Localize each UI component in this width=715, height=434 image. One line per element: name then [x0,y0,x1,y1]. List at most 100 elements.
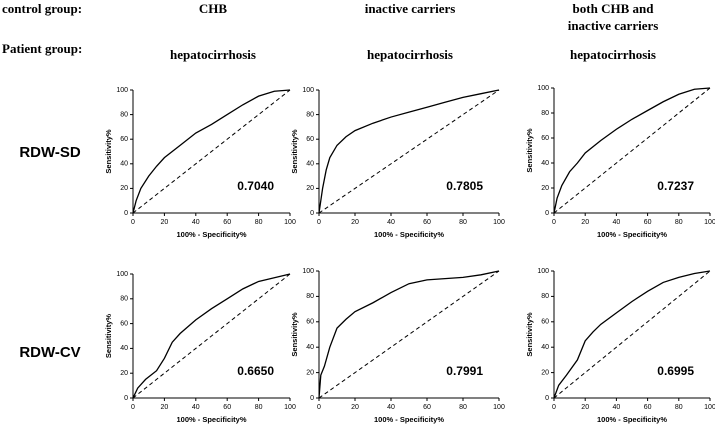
x-tick-label: 80 [675,404,683,411]
x-tick-label: 60 [423,404,431,411]
y-tick-label: 0 [545,210,549,217]
y-tick-label: 20 [541,369,549,376]
x-tick-label: 20 [161,219,169,226]
patient-group: hepatocirrhosis [170,47,256,62]
x-tick-label: 0 [552,219,556,226]
x-tick-label: 80 [255,404,263,411]
reference-line [318,270,500,399]
reference-line [132,89,291,214]
x-tick-label: 40 [192,219,200,226]
y-tick-label: 100 [537,85,549,92]
y-tick-label: 80 [541,110,549,117]
x-tick-label: 0 [131,404,135,411]
y-tick-label: 60 [306,136,314,143]
x-tick-label: 60 [223,219,231,226]
patient-label: Patient group: [2,41,82,56]
x-axis-label: 100% - Specificity% [176,230,246,239]
x-axis-label: 100% - Specificity% [176,415,246,424]
x-tick-label: 100 [493,219,505,226]
y-tick-label: 80 [306,111,314,118]
x-tick-label: 40 [387,404,395,411]
reference-line [132,273,291,399]
x-tick-label: 100 [284,404,296,411]
x-tick-label: 20 [351,219,359,226]
y-tick-label: 100 [116,87,128,94]
y-tick-label: 100 [537,268,549,275]
y-tick-label: 40 [541,344,549,351]
x-tick-label: 0 [317,219,321,226]
control-group: inactive carriers [568,18,659,33]
x-tick-label: 40 [192,404,200,411]
x-tick-label: 60 [223,404,231,411]
y-tick-label: 100 [302,87,314,94]
y-tick-label: 0 [124,210,128,217]
y-tick-label: 60 [306,319,314,326]
x-tick-label: 0 [552,404,556,411]
auc-value: 0.7991 [446,364,483,378]
y-tick-label: 0 [545,395,549,402]
x-axis-label: 100% - Specificity% [597,230,667,239]
x-tick-label: 100 [704,404,715,411]
y-axis-label: Sensitivity% [525,312,534,357]
y-tick-label: 80 [120,111,128,118]
x-tick-label: 60 [644,404,652,411]
x-tick-label: 100 [704,219,715,226]
auc-value: 0.6650 [237,364,274,378]
y-axis-label: Sensitivity% [290,129,299,174]
y-tick-label: 60 [120,320,128,327]
roc-curve [553,270,711,399]
x-tick-label: 0 [131,219,135,226]
y-tick-label: 60 [120,136,128,143]
y-tick-label: 60 [541,135,549,142]
y-tick-label: 0 [310,395,314,402]
auc-value: 0.7237 [657,179,694,193]
control-group: both CHB and [573,1,655,16]
roc-curve [132,89,291,214]
y-tick-label: 80 [541,293,549,300]
y-tick-label: 100 [302,268,314,275]
x-axis-label: 100% - Specificity% [374,415,444,424]
y-tick-label: 20 [541,185,549,192]
y-tick-label: 20 [120,185,128,192]
y-tick-label: 100 [116,271,128,278]
x-tick-label: 20 [581,219,589,226]
patient-group: hepatocirrhosis [570,47,656,62]
x-tick-label: 20 [351,404,359,411]
x-tick-label: 40 [387,219,395,226]
y-axis-label: Sensitivity% [104,314,113,359]
auc-value: 0.7805 [446,179,483,193]
y-tick-label: 20 [306,369,314,376]
roc-curve [132,273,291,399]
patient-group: hepatocirrhosis [367,47,453,62]
x-tick-label: 80 [255,219,263,226]
roc-curve [553,87,711,214]
roc-curve [318,89,500,214]
row-label: RDW-SD [19,144,81,161]
y-tick-label: 20 [120,370,128,377]
y-tick-label: 40 [120,345,128,352]
y-axis-label: Sensitivity% [104,129,113,174]
x-tick-label: 60 [423,219,431,226]
x-tick-label: 40 [613,404,621,411]
x-tick-label: 100 [284,219,296,226]
y-tick-label: 0 [310,210,314,217]
y-tick-label: 40 [541,160,549,167]
reference-line [318,89,500,214]
y-tick-label: 40 [306,161,314,168]
x-tick-label: 0 [317,404,321,411]
x-tick-label: 20 [161,404,169,411]
y-axis-label: Sensitivity% [290,312,299,357]
control-group: inactive carriers [365,1,456,16]
reference-line [553,87,711,214]
reference-line [553,270,711,399]
y-tick-label: 80 [120,296,128,303]
x-axis-label: 100% - Specificity% [597,415,667,424]
control-group: CHB [199,1,228,16]
auc-value: 0.7040 [237,179,274,193]
x-tick-label: 40 [613,219,621,226]
y-tick-label: 80 [306,293,314,300]
x-tick-label: 80 [675,219,683,226]
row-label: RDW-CV [19,344,80,361]
y-tick-label: 20 [306,185,314,192]
